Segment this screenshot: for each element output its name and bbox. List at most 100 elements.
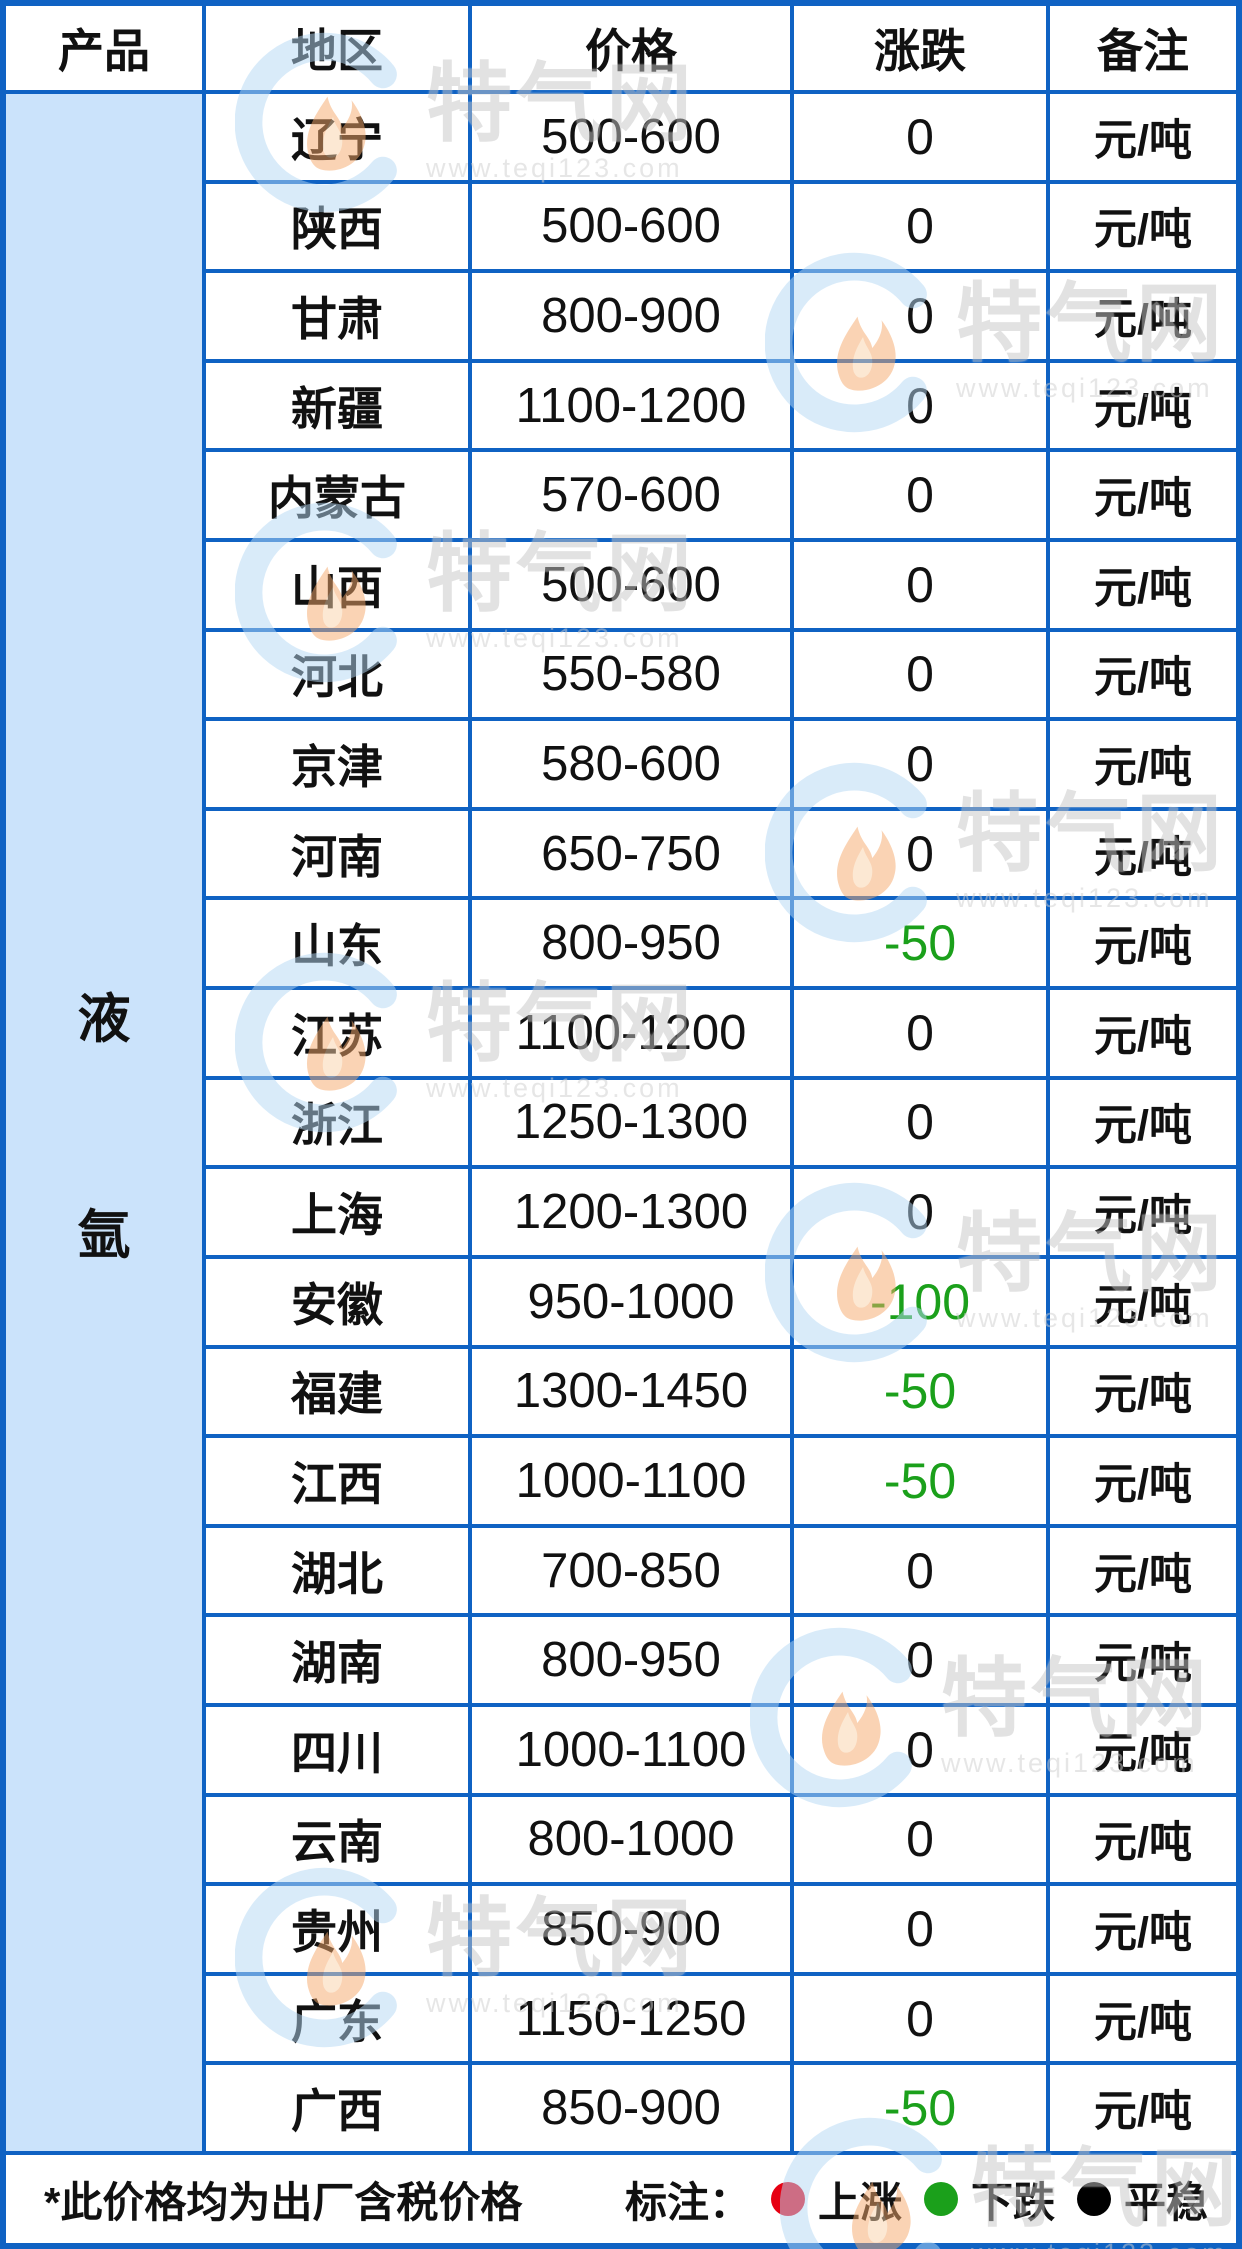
price-cell: 1150-1250 [472,1975,790,2062]
price-cell: 1200-1300 [472,1169,790,1255]
unit-cell: 元/吨 [1050,1706,1236,1793]
region-cell: 广东 [206,1975,468,2062]
unit-cell: 元/吨 [1050,273,1236,359]
column-header-change: 涨跌 [794,6,1046,90]
price-cell: 700-850 [472,1527,790,1614]
price-cell: 500-600 [472,183,790,270]
legend-dot-icon [923,2182,958,2216]
change-cell: 0 [794,94,1046,180]
region-cell: 广西 [206,2065,468,2151]
region-cell: 福建 [206,1348,468,1435]
change-cell: 0 [794,1617,1046,1703]
change-cell: 0 [794,1079,1046,1166]
region-cell: 江西 [206,1438,468,1524]
change-cell: 0 [794,810,1046,897]
unit-cell: 元/吨 [1050,1438,1236,1524]
change-cell: 0 [794,1527,1046,1614]
change-cell: 0 [794,273,1046,359]
legend-items: 上涨 下跌 平稳 [770,2169,1208,2230]
price-cell: 500-600 [472,542,790,628]
unit-cell: 元/吨 [1050,1796,1236,1883]
price-cell: 650-750 [472,810,790,897]
region-cell: 云南 [206,1796,468,1883]
price-cell: 800-950 [472,1617,790,1703]
change-cell: -50 [794,2065,1046,2151]
region-cell: 甘肃 [206,273,468,359]
region-cell: 新疆 [206,362,468,449]
price-cell: 1300-1450 [472,1348,790,1435]
change-cell: -50 [794,900,1046,987]
change-cell: 0 [794,721,1046,807]
change-cell: 0 [794,1975,1046,2062]
legend-item-label: 下跌 [970,2178,1055,2226]
unit-cell: 元/吨 [1050,542,1236,628]
unit-cell: 元/吨 [1050,631,1236,718]
legend-dot-icon [770,2182,805,2216]
unit-cell: 元/吨 [1050,1886,1236,1972]
unit-cell: 元/吨 [1050,810,1236,897]
region-cell: 京津 [206,721,468,807]
price-cell: 800-950 [472,900,790,987]
unit-cell: 元/吨 [1050,1079,1236,1166]
region-cell: 山西 [206,542,468,628]
region-cell: 河北 [206,631,468,718]
change-cell: 0 [794,1706,1046,1793]
change-cell: -50 [794,1348,1046,1435]
price-cell: 550-580 [472,631,790,718]
region-cell: 贵州 [206,1886,468,1972]
column-header-note: 备注 [1050,6,1236,90]
legend-dot-icon [1076,2182,1111,2216]
price-cell: 1100-1200 [472,362,790,449]
price-cell: 800-1000 [472,1796,790,1883]
region-cell: 河南 [206,810,468,897]
unit-cell: 元/吨 [1050,721,1236,807]
region-cell: 上海 [206,1169,468,1255]
region-cell: 四川 [206,1706,468,1793]
legend-item: 上涨 [770,2169,902,2230]
column-header-price: 价格 [472,6,790,90]
legend-item: 下跌 [923,2169,1055,2230]
unit-cell: 元/吨 [1050,94,1236,180]
unit-cell: 元/吨 [1050,1169,1236,1255]
change-cell: 0 [794,631,1046,718]
change-cell: -50 [794,1438,1046,1524]
region-cell: 江苏 [206,990,468,1076]
price-cell: 1000-1100 [472,1438,790,1524]
unit-cell: 元/吨 [1050,1617,1236,1703]
price-cell: 1100-1200 [472,990,790,1076]
region-cell: 山东 [206,900,468,987]
change-cell: -100 [794,1258,1046,1345]
region-cell: 内蒙古 [206,452,468,539]
price-cell: 580-600 [472,721,790,807]
region-cell: 湖南 [206,1617,468,1703]
table-footer: *此价格均为出厂含税价格 标注： 上涨 下跌 平稳 [6,2155,1236,2243]
unit-cell: 元/吨 [1050,900,1236,987]
column-header-region: 地区 [206,6,468,90]
price-cell: 800-900 [472,273,790,359]
region-cell: 浙江 [206,1079,468,1166]
change-cell: 0 [794,542,1046,628]
price-cell: 850-900 [472,2065,790,2151]
price-cell: 500-600 [472,94,790,180]
change-cell: 0 [794,452,1046,539]
unit-cell: 元/吨 [1050,1348,1236,1435]
region-cell: 陕西 [206,183,468,270]
price-cell: 570-600 [472,452,790,539]
change-cell: 0 [794,362,1046,449]
unit-cell: 元/吨 [1050,1975,1236,2062]
legend: 标注： 上涨 下跌 平稳 [625,2169,1208,2230]
price-cell: 950-1000 [472,1258,790,1345]
unit-cell: 元/吨 [1050,1258,1236,1345]
unit-cell: 元/吨 [1050,452,1236,539]
change-cell: 0 [794,183,1046,270]
region-cell: 湖北 [206,1527,468,1614]
change-cell: 0 [794,1169,1046,1255]
legend-item-label: 平稳 [1123,2178,1208,2226]
unit-cell: 元/吨 [1050,1527,1236,1614]
change-cell: 0 [794,1796,1046,1883]
unit-cell: 元/吨 [1050,183,1236,270]
price-cell: 1250-1300 [472,1079,790,1166]
region-cell: 辽宁 [206,94,468,180]
